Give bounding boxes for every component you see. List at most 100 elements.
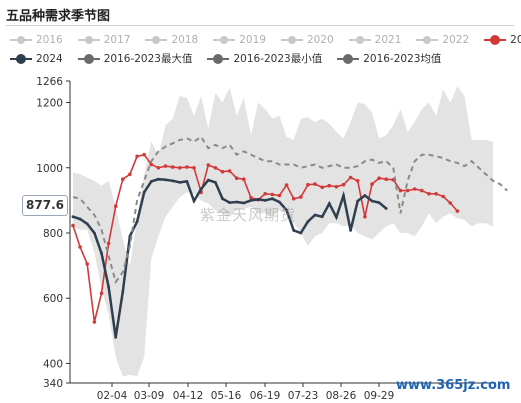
x-tick-label: 02-04 — [97, 390, 128, 402]
legend-item-2020[interactable]: 2020 — [280, 33, 334, 46]
series-point-2024 — [171, 179, 175, 183]
legend-item-2016[interactable]: 2016 — [10, 34, 63, 46]
legend-swatch-icon — [416, 34, 439, 46]
series-point-2024 — [349, 229, 352, 232]
legend-item-2021[interactable]: 2021 — [348, 34, 401, 46]
series-point-2023 — [448, 201, 453, 205]
series-point-2023 — [277, 193, 282, 198]
series-point-2023 — [427, 192, 431, 196]
series-point-2024 — [242, 201, 246, 205]
series-point-2024 — [185, 180, 189, 183]
site-watermark: www.365jz.com — [396, 378, 511, 393]
series-point-2023 — [263, 192, 268, 196]
series-point-2024 — [292, 229, 296, 232]
series-point-2024 — [278, 200, 281, 204]
x-tick-label: 06-19 — [250, 390, 281, 402]
series-point-2023 — [355, 179, 360, 183]
series-point-2024 — [313, 213, 317, 217]
chart-title: 五品种需求季节图 — [6, 9, 111, 24]
y-tick-label: 800 — [43, 228, 63, 240]
legend-item-2022[interactable]: 2022 — [416, 34, 469, 46]
series-point-2023 — [341, 182, 346, 187]
legend-label: 2024 — [36, 52, 63, 65]
series-point-2024 — [149, 180, 153, 183]
series-point-2023 — [113, 204, 118, 208]
series-point-2024 — [377, 201, 381, 205]
legend-label: 2016-2023最小值 — [233, 53, 323, 65]
legend-label: 2016 — [36, 33, 63, 46]
legend-row-1: 2016 2017 2018 2019 2020 2021 2022 2023 — [10, 30, 521, 49]
legend-item-2024[interactable]: 2024 — [10, 53, 63, 65]
series-point-2024 — [142, 190, 146, 194]
series-point-2023 — [178, 166, 182, 170]
y-tick-label: 1266 — [36, 76, 63, 88]
series-point-2023 — [320, 185, 325, 190]
legend-item-2018[interactable]: 2018 — [145, 34, 198, 46]
x-tick-label: 03-09 — [134, 390, 165, 402]
series-point-2023 — [327, 183, 332, 188]
series-point-2023 — [106, 241, 111, 246]
tooltip-value-badge: 877.6 — [22, 195, 68, 216]
legend-item-2017[interactable]: 2017 — [77, 33, 131, 46]
x-tick-label: 04-12 — [173, 390, 204, 402]
series-point-2023 — [291, 196, 296, 201]
series-point-2024 — [221, 197, 224, 201]
series-point-2023 — [185, 165, 189, 169]
series-point-2023 — [71, 223, 75, 228]
legend-label: 2020 — [306, 33, 334, 46]
legend-swatch-icon — [337, 53, 360, 65]
legend-item-2019[interactable]: 2019 — [213, 34, 266, 46]
legend-label: 2017 — [103, 33, 131, 46]
series-point-2023 — [78, 245, 82, 249]
series-point-2024 — [78, 217, 82, 221]
series-point-2023 — [455, 209, 460, 213]
legend-swatch-icon — [77, 34, 100, 46]
x-tick-label: 09-29 — [364, 390, 395, 402]
series-point-2023 — [149, 162, 154, 167]
legend-label: 2019 — [239, 33, 266, 46]
series-point-2023 — [334, 184, 339, 189]
series-point-2024 — [306, 220, 310, 224]
series-point-2023 — [220, 169, 225, 174]
series-point-2023 — [441, 194, 446, 199]
series-point-2024 — [107, 285, 110, 289]
series-point-2024 — [356, 199, 360, 203]
series-point-2024 — [299, 231, 303, 235]
series-point-2023 — [135, 154, 139, 159]
series-point-2023 — [284, 183, 289, 187]
legend-item-2016-2023[interactable]: 2016-2023均值 — [337, 51, 441, 66]
series-point-2024 — [370, 199, 374, 203]
legend-swatch-icon — [484, 34, 507, 46]
range-band — [73, 86, 493, 377]
legend-item-2016-2023[interactable]: 2016-2023最大值 — [77, 51, 192, 66]
series-point-2024 — [327, 202, 331, 206]
title-divider — [6, 25, 514, 26]
legend-swatch-icon — [10, 53, 32, 65]
y-tick-label: 1000 — [36, 163, 63, 175]
legend: 2016 2017 2018 2019 2020 2021 2022 2023 2024 201… — [10, 30, 521, 68]
series-point-2024 — [384, 207, 388, 210]
series-point-2024 — [199, 187, 203, 191]
series-point-2023 — [398, 188, 403, 193]
series-point-2024 — [228, 201, 232, 205]
legend-label: 2016-2023均值 — [363, 53, 442, 65]
legend-item-2016-2023[interactable]: 2016-2023最小值 — [207, 51, 322, 66]
series-point-2023 — [420, 188, 424, 193]
series-point-2023 — [99, 291, 104, 296]
series-point-2024 — [135, 220, 139, 224]
series-point-2023 — [313, 182, 317, 186]
x-tick-label: 07-23 — [288, 390, 319, 402]
series-point-2023 — [412, 187, 417, 191]
series-point-2023 — [434, 192, 438, 196]
legend-item-2023[interactable]: 2023 — [484, 34, 521, 46]
series-point-2023 — [213, 166, 218, 170]
series-point-2023 — [242, 177, 246, 181]
series-line-2016-2023- — [72, 135, 508, 285]
series-point-2024 — [114, 335, 118, 339]
legend-swatch-icon — [207, 53, 230, 65]
series-point-2023 — [249, 196, 253, 200]
series-point-2024 — [249, 199, 253, 202]
series-point-2024 — [270, 197, 274, 201]
y-tick-label: 1200 — [36, 98, 63, 110]
y-tick-label: 400 — [43, 358, 63, 370]
